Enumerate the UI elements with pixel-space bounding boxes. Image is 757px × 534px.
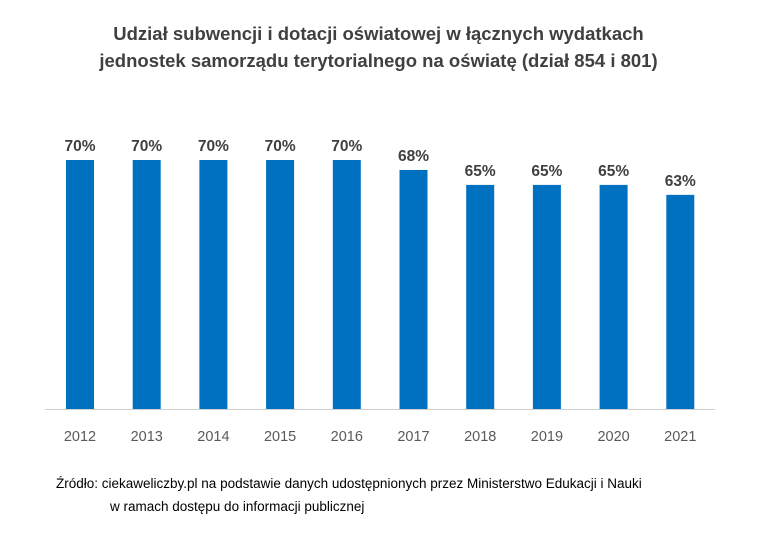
x-tick-label-2017: 2017 [397, 429, 429, 445]
data-label-2014: 70% [198, 138, 229, 155]
data-label-2015: 70% [265, 138, 296, 155]
data-label-2012: 70% [64, 138, 95, 155]
bar-2019 [532, 184, 561, 409]
bar-2013 [132, 160, 161, 409]
x-tick-label-2018: 2018 [464, 429, 496, 445]
x-tick-label-2019: 2019 [531, 429, 563, 445]
bar-2018 [466, 184, 495, 409]
data-label-2020: 65% [598, 163, 629, 180]
data-label-2013: 70% [131, 138, 162, 155]
x-tick-label-2012: 2012 [64, 429, 96, 445]
chart-title: Udział subwencji i dotacji oświatowej w … [0, 20, 757, 74]
bar-2017 [399, 169, 428, 409]
x-tick-label-2020: 2020 [597, 429, 629, 445]
data-label-2018: 65% [465, 163, 496, 180]
title-line-1: Udział subwencji i dotacji oświatowej w … [113, 23, 644, 44]
bar-2020 [599, 184, 628, 409]
data-label-2019: 65% [531, 163, 562, 180]
bar-2014 [199, 160, 228, 409]
x-tick-label-2015: 2015 [264, 429, 296, 445]
source-note: Źródło: ciekaweliczby.pl na podstawie da… [56, 472, 642, 518]
x-tick-label-2021: 2021 [664, 429, 696, 445]
x-tick-label-2014: 2014 [197, 429, 229, 445]
source-line-1: Źródło: ciekaweliczby.pl na podstawie da… [56, 476, 642, 491]
x-tick-label-2013: 2013 [131, 429, 163, 445]
source-line-2: w ramach dostępu do informacji publiczne… [110, 499, 365, 514]
x-tick-label-2016: 2016 [331, 429, 363, 445]
title-line-2: jednostek samorządu terytorialnego na oś… [99, 50, 658, 71]
bar-2015 [266, 160, 295, 409]
bar-chart: 70% 2012 70% 2013 70% 2014 70% 2015 70% 2016 68% 20… [45, 138, 715, 445]
bar-2021 [666, 194, 695, 409]
data-label-2017: 68% [398, 148, 429, 165]
data-label-2021: 63% [665, 173, 696, 190]
data-label-2016: 70% [331, 138, 362, 155]
bar-2016 [332, 160, 361, 409]
bar-2012 [66, 160, 94, 409]
